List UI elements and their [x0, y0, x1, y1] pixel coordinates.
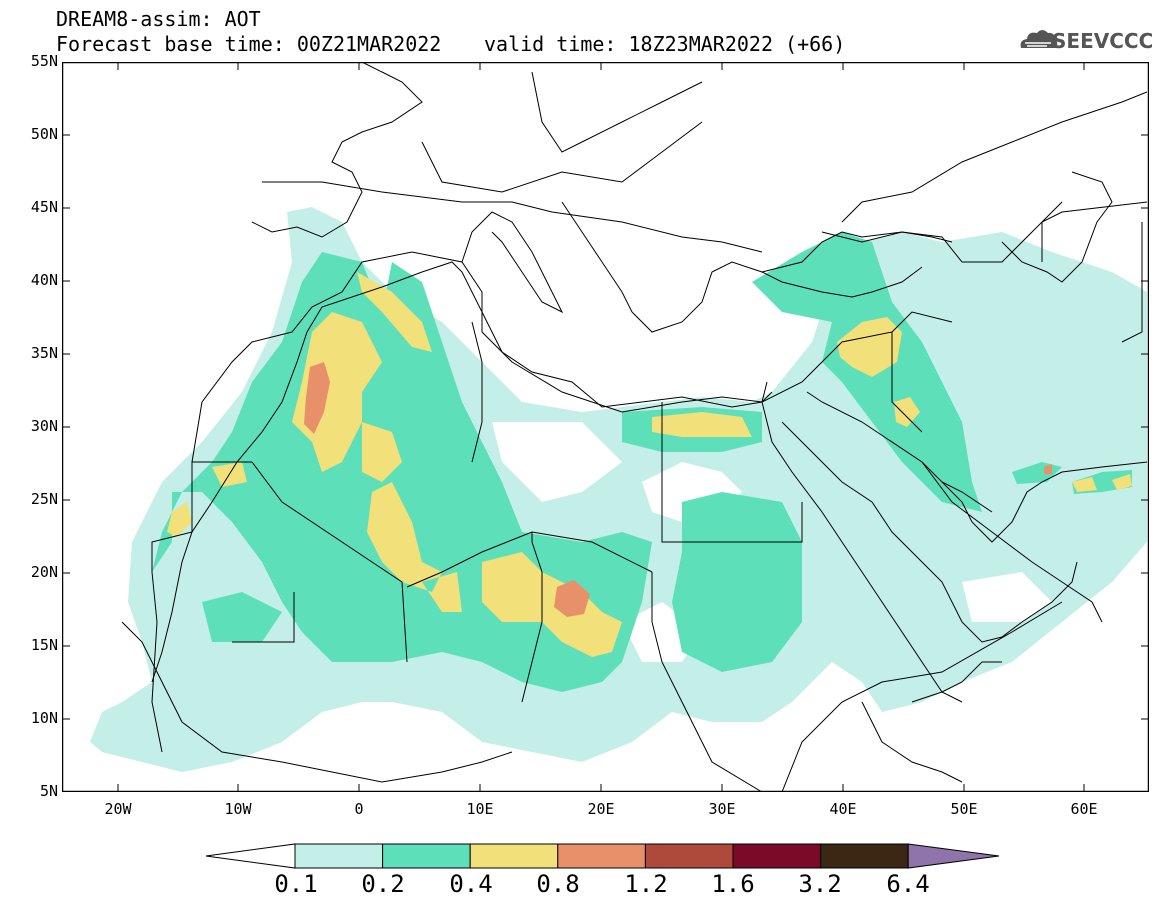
colorbar-box-1	[382, 843, 471, 869]
lon-label-50e: 50E	[950, 800, 978, 818]
lat-label-45n: 45N	[30, 198, 58, 216]
colorbar-label-6-4: 6.4	[886, 870, 930, 898]
colorbar-box-3	[557, 843, 646, 869]
lat-label-20n: 20N	[30, 563, 58, 581]
lat-label-35n: 35N	[30, 344, 58, 362]
lat-ticks	[62, 62, 1149, 720]
map-title: DREAM8-assim: AOT	[56, 7, 261, 31]
forecast-base-time: Forecast base time: 00Z21MAR2022	[56, 32, 442, 56]
colorbar-label-3-2: 3.2	[798, 870, 842, 898]
coastlines	[121, 62, 1148, 783]
colorbar-box-0	[294, 843, 384, 869]
colorbar-box-4	[644, 843, 734, 869]
colorbar-below-triangle	[205, 843, 296, 869]
lon-label-20w: 20W	[104, 800, 132, 818]
colorbar	[205, 843, 1000, 869]
lat-label-50n: 50N	[30, 125, 58, 143]
lon-label-0: 0	[354, 800, 364, 818]
aot-map	[62, 62, 1149, 792]
colorbar-label-0-1: 0.1	[274, 870, 318, 898]
colorbar-label-0-4: 0.4	[449, 870, 493, 898]
lat-label-25n: 25N	[30, 490, 58, 508]
lon-label-60e: 60E	[1070, 800, 1098, 818]
valid-time: valid time: 18Z23MAR2022 (+66)	[484, 32, 846, 56]
colorbar-label-1-6: 1.6	[711, 870, 755, 898]
colorbar-above-triangle	[907, 843, 1000, 869]
lon-label-10w: 10W	[224, 800, 252, 818]
colorbar-box-2	[469, 843, 559, 869]
lon-ticks	[117, 62, 1085, 792]
lon-label-20e: 20E	[587, 800, 615, 818]
aot-field	[90, 207, 1147, 772]
lat-label-10n: 10N	[30, 709, 58, 727]
lon-label-10e: 10E	[466, 800, 494, 818]
lat-label-40n: 40N	[30, 271, 58, 289]
colorbar-box-5	[732, 843, 822, 869]
lon-label-30e: 30E	[708, 800, 736, 818]
logo-text: SEEVCCC	[1052, 29, 1154, 53]
lat-label-15n: 15N	[30, 636, 58, 654]
lon-label-40e: 40E	[829, 800, 857, 818]
cloud-logo-icon	[1020, 30, 1058, 48]
colorbar-box-6	[820, 843, 909, 869]
lat-label-30n: 30N	[30, 417, 58, 435]
lat-label-5n: 5N	[39, 782, 58, 800]
lat-label-55n: 55N	[30, 52, 58, 70]
colorbar-label-1-2: 1.2	[624, 870, 668, 898]
colorbar-label-0-2: 0.2	[361, 870, 405, 898]
colorbar-label-0-8: 0.8	[536, 870, 580, 898]
